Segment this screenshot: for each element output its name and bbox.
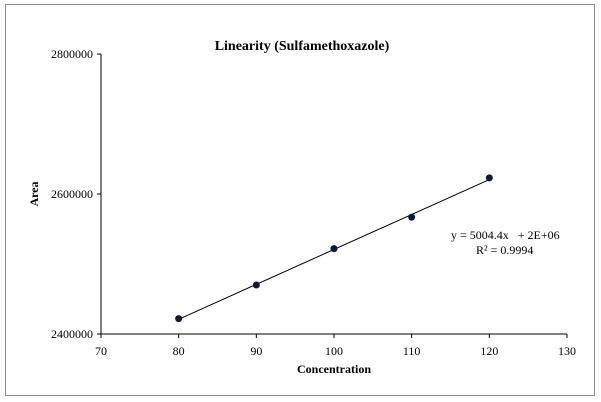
data-point <box>408 213 416 221</box>
y-tick-label: 2600000 <box>51 187 93 201</box>
x-axis-label: Concentration <box>297 362 371 376</box>
trendline-equation: y = 5004.4x + 2E+06 <box>451 228 560 242</box>
x-tick-labels: 70 80 90 100 110 120 130 <box>95 334 576 358</box>
data-point <box>252 281 260 289</box>
x-tick-label: 100 <box>325 344 343 358</box>
x-tick-label: 80 <box>173 344 185 358</box>
data-point <box>175 315 183 323</box>
chart-frame <box>5 4 595 396</box>
y-axis-label: Area <box>27 181 41 206</box>
x-tick-label: 120 <box>480 344 498 358</box>
data-point <box>330 245 338 253</box>
data-points <box>175 174 493 323</box>
y-tick-label: 2400000 <box>51 327 93 341</box>
x-tick-label: 110 <box>403 344 421 358</box>
y-tick-labels: 2400000 2600000 2800000 <box>51 47 101 341</box>
chart-title: Linearity (Sulfamethoxazole) <box>215 39 390 54</box>
x-tick-label: 70 <box>95 344 107 358</box>
data-point <box>485 174 493 182</box>
x-tick-label: 90 <box>250 344 262 358</box>
r-squared-label: R² = 0.9994 <box>476 243 533 257</box>
plot-area <box>100 54 567 335</box>
x-tick-label: 130 <box>558 344 576 358</box>
y-tick-label: 2800000 <box>51 47 93 61</box>
